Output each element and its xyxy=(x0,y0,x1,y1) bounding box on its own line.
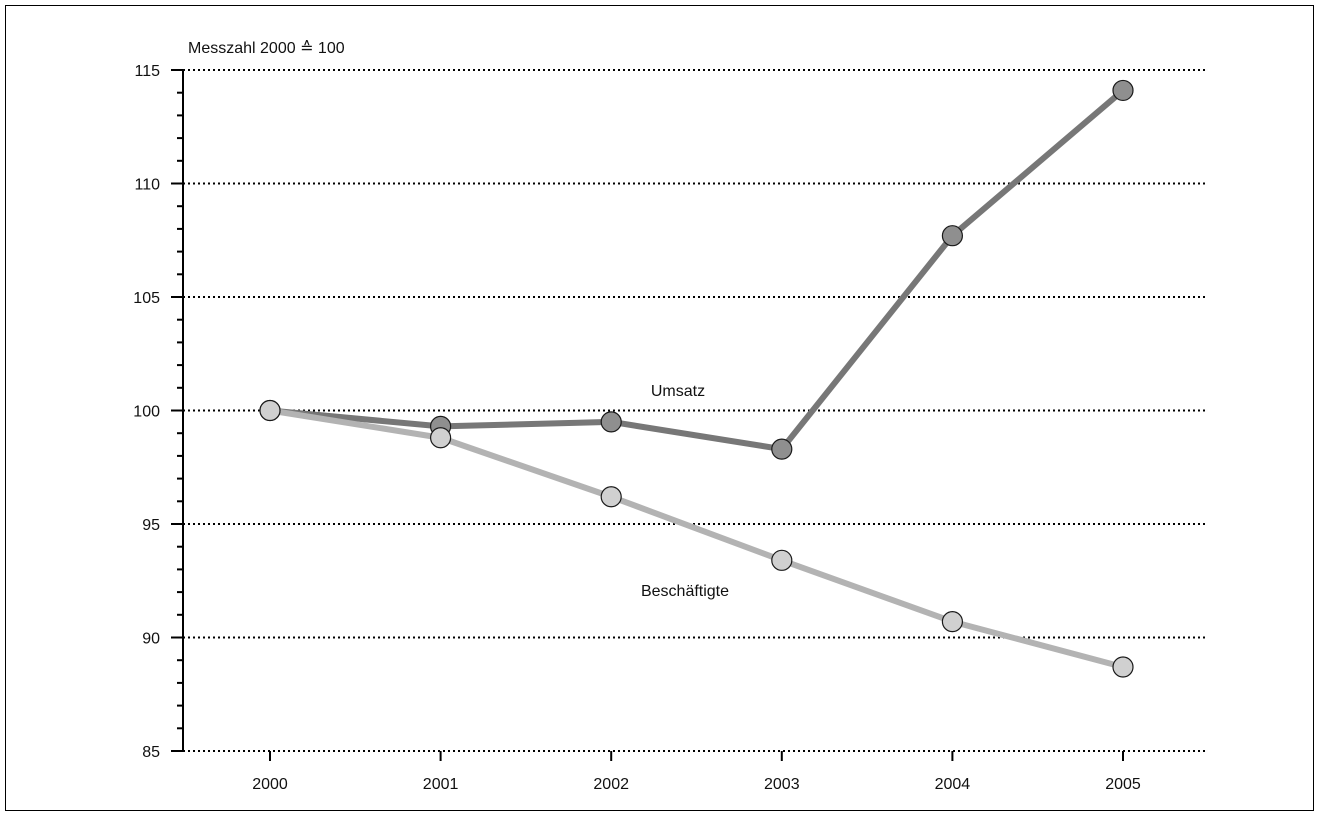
series-label-1: Beschäftigte xyxy=(641,583,729,600)
x-tick-label: 2001 xyxy=(423,776,459,793)
chart-frame xyxy=(5,5,1314,811)
y-axis-label: Messzahl 2000 ≙ 100 xyxy=(188,40,345,57)
x-tick-label: 2005 xyxy=(1105,776,1141,793)
y-tick-label: 110 xyxy=(134,177,160,194)
y-tick-label: 105 xyxy=(133,290,160,307)
series-1-point-2000 xyxy=(259,399,281,422)
series-1-point-2004 xyxy=(941,611,964,633)
series-1-point-2001 xyxy=(430,427,452,449)
y-tick-label: 85 xyxy=(142,744,160,761)
y-tick-label: 90 xyxy=(142,631,160,648)
series-label-0: Umsatz xyxy=(651,383,705,400)
x-tick-label: 2000 xyxy=(252,776,288,793)
x-tick-label: 2003 xyxy=(764,776,800,793)
series-0-point-2002 xyxy=(600,411,622,433)
series-1-point-2005 xyxy=(1112,656,1134,678)
series-1-point-2003 xyxy=(771,549,793,571)
series-labels: Umsatz Beschäftigte xyxy=(641,383,729,600)
y-tick-label: 100 xyxy=(133,404,160,421)
axes: 85 90 95 100 105 110 115 2000 2001 2002 2003 2004 20… xyxy=(133,63,1141,793)
series-0-point-2004 xyxy=(941,225,964,247)
series-0-point-2003 xyxy=(771,438,793,460)
series-0-point-2005 xyxy=(1112,79,1134,102)
x-tick-label: 2004 xyxy=(935,776,971,793)
y-tick-label: 115 xyxy=(134,63,160,80)
x-tick-label: 2002 xyxy=(593,776,629,793)
y-tick-label: 95 xyxy=(142,517,160,534)
gridlines xyxy=(183,69,1208,752)
series-line-1 xyxy=(267,407,1126,671)
series-line-0 xyxy=(267,87,1126,453)
series-1-point-2002 xyxy=(600,486,622,508)
series-lines xyxy=(259,79,1134,678)
